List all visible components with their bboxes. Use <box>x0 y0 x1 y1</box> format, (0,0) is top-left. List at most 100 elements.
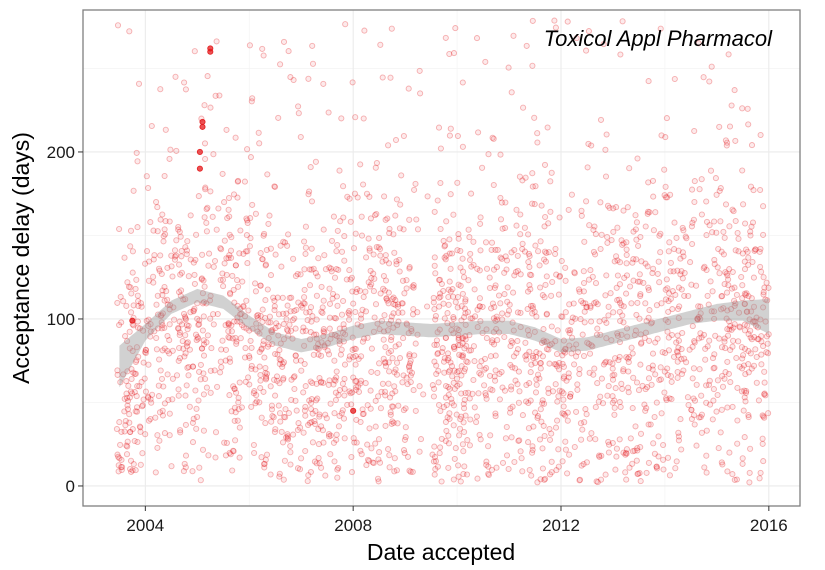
data-point <box>753 314 760 321</box>
data-point <box>218 364 225 371</box>
data-point <box>435 379 442 386</box>
data-point <box>315 255 322 262</box>
data-point <box>346 356 353 363</box>
data-point <box>571 270 578 277</box>
data-point <box>590 248 597 255</box>
data-point <box>731 87 738 94</box>
data-point <box>385 446 392 453</box>
data-point <box>307 468 314 476</box>
data-point <box>656 232 663 239</box>
data-point <box>200 277 207 284</box>
data-point <box>569 334 576 341</box>
data-point <box>123 394 131 401</box>
data-point <box>383 295 390 302</box>
data-point <box>143 317 150 324</box>
data-point <box>526 263 533 271</box>
data-point <box>648 319 656 326</box>
x-tick-label: 2004 <box>126 516 164 535</box>
data-point <box>179 338 186 345</box>
data-point <box>620 449 627 456</box>
data-point <box>187 256 194 263</box>
data-point <box>698 429 705 436</box>
data-point <box>573 341 580 348</box>
data-point <box>176 318 183 325</box>
data-point <box>410 306 417 313</box>
data-point <box>580 300 587 307</box>
data-point <box>446 385 453 392</box>
data-point <box>609 365 616 372</box>
data-point <box>514 346 522 353</box>
data-point <box>578 462 585 469</box>
data-point <box>177 427 184 434</box>
data-point <box>577 420 584 427</box>
data-point <box>658 132 665 139</box>
data-point <box>504 311 511 318</box>
data-point <box>521 248 529 255</box>
data-point <box>210 151 217 158</box>
data-point <box>145 184 152 192</box>
data-point <box>693 442 700 449</box>
data-point <box>304 478 311 485</box>
data-point <box>168 252 175 259</box>
data-point <box>556 214 563 221</box>
data-point <box>386 452 393 459</box>
data-point <box>498 199 505 206</box>
data-point <box>241 313 249 320</box>
data-point <box>716 123 723 130</box>
data-point <box>745 347 752 355</box>
data-point <box>726 223 733 230</box>
data-point <box>450 315 457 322</box>
data-point <box>199 300 206 307</box>
data-point <box>455 235 462 242</box>
data-point <box>455 368 462 375</box>
data-point <box>335 392 342 399</box>
data-point <box>483 326 490 333</box>
data-point <box>168 463 175 470</box>
data-point <box>134 383 141 390</box>
data-point <box>186 403 193 410</box>
data-point <box>210 321 217 328</box>
data-point <box>602 292 609 299</box>
data-point <box>157 367 164 374</box>
data-point <box>200 427 207 434</box>
data-point <box>206 297 214 304</box>
data-point <box>375 436 383 443</box>
data-point <box>644 263 651 270</box>
data-point <box>643 405 650 412</box>
data-point <box>678 356 685 363</box>
data-point <box>666 239 673 246</box>
data-point <box>460 268 467 275</box>
data-point <box>588 142 595 149</box>
data-point <box>128 375 135 383</box>
data-point <box>291 385 298 393</box>
data-point <box>137 428 144 435</box>
data-point <box>150 279 157 286</box>
data-point <box>742 292 749 299</box>
data-point <box>610 205 617 212</box>
data-point <box>432 458 439 465</box>
data-point <box>127 284 134 291</box>
data-point <box>451 385 458 392</box>
data-point <box>196 368 203 375</box>
data-point <box>182 332 189 339</box>
data-point <box>142 388 149 395</box>
data-point <box>319 304 326 311</box>
data-point <box>739 250 746 257</box>
data-point <box>747 183 755 190</box>
data-point <box>613 284 620 291</box>
data-point <box>458 372 465 379</box>
data-point <box>503 257 511 264</box>
data-point <box>718 344 726 351</box>
data-point <box>235 394 242 401</box>
data-point <box>617 403 624 411</box>
data-point <box>372 423 379 430</box>
data-point <box>476 267 483 274</box>
data-point <box>195 193 202 200</box>
data-point <box>616 339 623 346</box>
data-point <box>308 318 315 325</box>
data-point <box>290 255 297 262</box>
data-point <box>446 250 453 257</box>
data-point <box>490 329 497 336</box>
data-point <box>524 327 531 334</box>
data-point <box>352 308 359 316</box>
